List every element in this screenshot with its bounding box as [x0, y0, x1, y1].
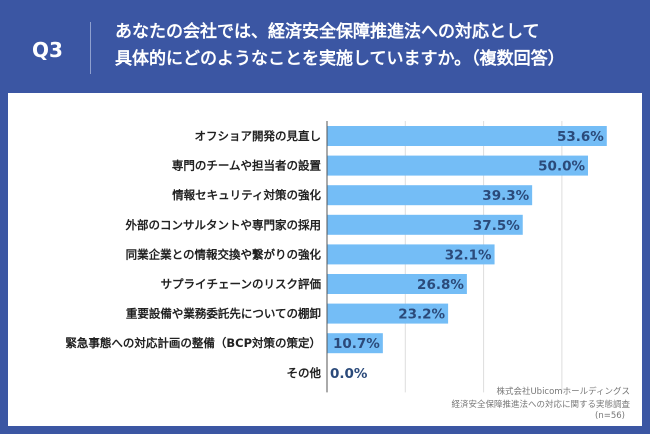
bar [327, 214, 523, 235]
bar [327, 333, 383, 354]
category-label: 情報セキュリティ対策の強化 [171, 188, 321, 202]
value-label: 10.7% [333, 336, 380, 352]
source-company: 株式会社Ubicomホールディングス [496, 387, 630, 397]
value-label: 50.0% [538, 159, 585, 175]
value-label: 39.3% [482, 188, 529, 204]
bar [327, 185, 533, 206]
value-label: 23.2% [398, 307, 445, 323]
bar [327, 244, 495, 265]
chart-panel [8, 93, 642, 426]
question-number: Q3 [32, 38, 63, 62]
header-divider [90, 22, 91, 74]
bar [327, 126, 607, 146]
bar [327, 303, 449, 324]
category-label: 重要設備や業務委託先についての棚卸 [126, 307, 321, 321]
category-label: その他 [287, 366, 322, 380]
value-label: 0.0% [330, 366, 368, 382]
page-title: あなたの会社では、経済安全保障推進法への対応として 具体的にどのようなことを実施… [115, 19, 565, 73]
category-label: サプライチェーンのリスク評価 [161, 277, 322, 291]
sample-size: (n=56) [595, 411, 625, 421]
title-line-1: あなたの会社では、経済安全保障推進法への対応として [115, 22, 540, 42]
value-label: 32.1% [445, 247, 492, 263]
value-label: 37.5% [473, 218, 520, 234]
value-label: 26.8% [417, 277, 464, 293]
category-label: 外部のコンサルタントや専門家の採用 [125, 218, 322, 232]
category-label: 緊急事態への対応計画の整備（BCP対策の策定） [65, 336, 321, 350]
bar [327, 274, 467, 294]
bar [327, 155, 588, 176]
source-survey: 経済安全保障推進法への対応に関する実態調査 [451, 400, 630, 410]
title-line-2: 具体的にどのようなことを実施していますか。（複数回答） [115, 49, 565, 69]
category-label: 同業企業との情報交換や繋がりの強化 [126, 247, 322, 261]
category-label: オフショア開発の見直し [195, 129, 322, 143]
category-label: 専門のチームや担当者の設置 [172, 159, 322, 173]
value-label: 53.6% [557, 129, 604, 145]
